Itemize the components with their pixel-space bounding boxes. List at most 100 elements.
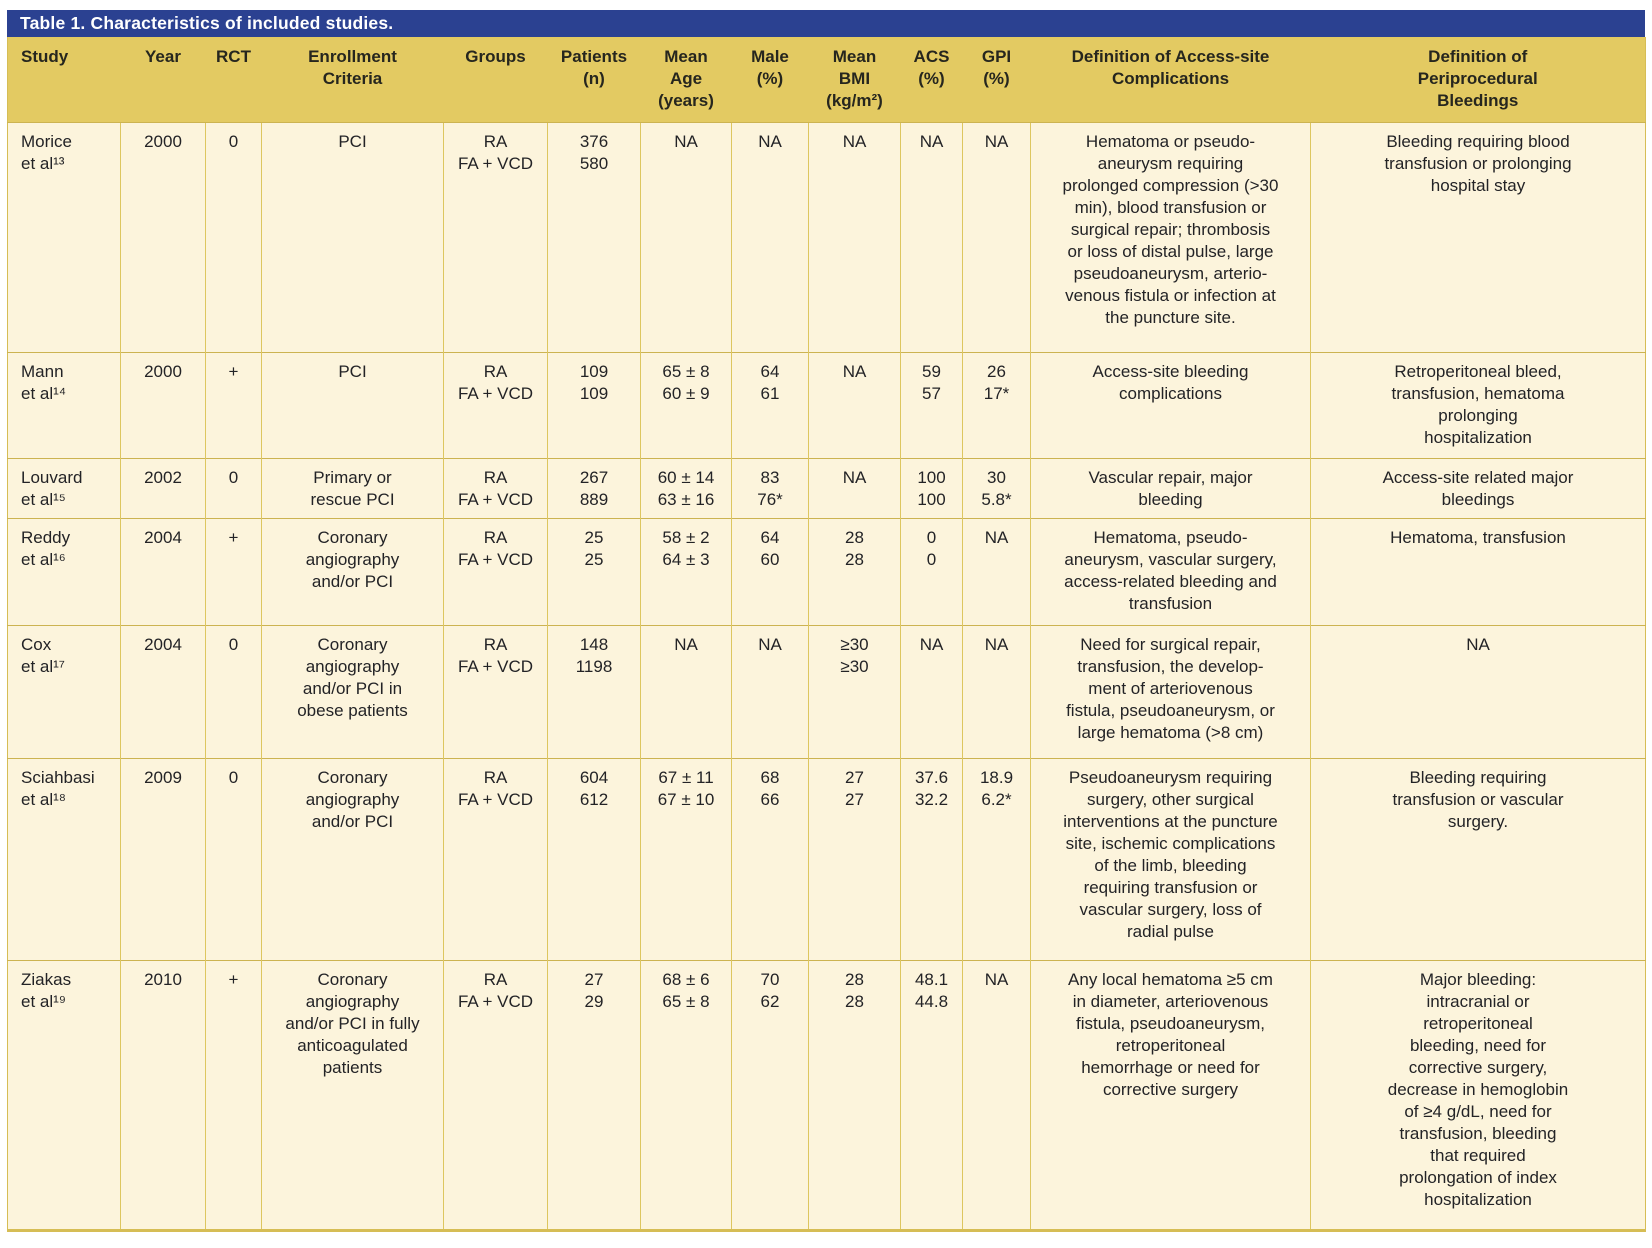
cell-gpi: 30 5.8* [962,457,1031,518]
cell-def_access: Need for surgical repair, transfusion, t… [1030,624,1311,758]
cell-groups: RA FA + VCD [443,624,548,758]
cell-acs: NA [900,624,963,758]
cell-enrollment: PCI [261,351,444,458]
cell-groups: RA FA + VCD [443,457,548,518]
cell-rct: + [205,517,262,625]
cell-mean_bmi: 27 27 [808,757,901,960]
cell-enrollment: Coronary angiography and/or PCI [261,757,444,960]
cell-groups: RA FA + VCD [443,121,548,352]
cell-acs: 37.6 32.2 [900,757,963,960]
cell-def_bleed: Major bleeding: intracranial or retroper… [1310,959,1646,1230]
column-header-male: Male (%) [731,37,809,122]
cell-def_access: Hematoma, pseudo- aneurysm, vascular sur… [1030,517,1311,625]
cell-gpi: NA [962,121,1031,352]
cell-year: 2009 [120,757,206,960]
cell-enrollment: Coronary angiography and/or PCI in obese… [261,624,444,758]
cell-male: 64 60 [731,517,809,625]
cell-acs: NA [900,121,963,352]
column-header-enrollment: Enrollment Criteria [261,37,444,122]
cell-year: 2004 [120,624,206,758]
table-row: Ziakas et al¹⁹ 2010 + Coronary angiography … [7,959,1646,1230]
table-row: Cox et al¹⁷ 2004 0 Coronary angiography and… [7,624,1646,758]
table-row: Mann et al¹⁴ 2000 + PCI RA FA + VCD 109 109 65… [7,351,1646,458]
cell-study: Louvard et al¹⁵ [7,457,121,518]
cell-gpi: NA [962,959,1031,1230]
cell-enrollment: Coronary angiography and/or PCI in fully… [261,959,444,1230]
cell-def_bleed: Hematoma, transfusion [1310,517,1646,625]
cell-mean_age: NA [640,121,732,352]
cell-def_access: Vascular repair, major bleeding [1030,457,1311,518]
cell-mean_age: 65 ± 8 60 ± 9 [640,351,732,458]
cell-rct: 0 [205,624,262,758]
cell-acs: 0 0 [900,517,963,625]
cell-enrollment: Primary or rescue PCI [261,457,444,518]
column-header-mean_age: Mean Age (years) [640,37,732,122]
studies-table: Study Year RCT Enrollment Criteria Groups Pat… [7,37,1646,1232]
cell-patients: 25 25 [547,517,641,625]
cell-patients: 27 29 [547,959,641,1230]
cell-groups: RA FA + VCD [443,959,548,1230]
cell-rct: 0 [205,121,262,352]
column-header-rct: RCT [205,37,262,122]
cell-study: Ziakas et al¹⁹ [7,959,121,1230]
cell-study: Sciahbasi et al¹⁸ [7,757,121,960]
cell-rct: + [205,351,262,458]
cell-patients: 148 1198 [547,624,641,758]
cell-mean_bmi: ≥30 ≥30 [808,624,901,758]
cell-year: 2000 [120,121,206,352]
table-row: Morice et al¹³ 2000 0 PCI RA FA + VCD 376 580… [7,121,1646,352]
cell-mean_bmi: NA [808,351,901,458]
cell-mean_bmi: 28 28 [808,517,901,625]
cell-def_bleed: Access-site related major bleedings [1310,457,1646,518]
cell-enrollment: PCI [261,121,444,352]
cell-def_access: Pseudoaneurysm requiring surgery, other … [1030,757,1311,960]
table-title: Table 1. Characteristics of included stu… [7,10,1645,37]
cell-mean_age: 58 ± 2 64 ± 3 [640,517,732,625]
cell-study: Cox et al¹⁷ [7,624,121,758]
cell-mean_bmi: NA [808,121,901,352]
cell-rct: 0 [205,457,262,518]
cell-year: 2004 [120,517,206,625]
cell-rct: + [205,959,262,1230]
cell-gpi: 18.9 6.2* [962,757,1031,960]
cell-mean_bmi: NA [808,457,901,518]
column-header-def_access: Definition of Access-site Complications [1030,37,1311,122]
cell-patients: 109 109 [547,351,641,458]
cell-study: Reddy et al¹⁶ [7,517,121,625]
cell-patients: 267 889 [547,457,641,518]
cell-male: 83 76* [731,457,809,518]
cell-gpi: NA [962,624,1031,758]
cell-mean_bmi: 28 28 [808,959,901,1230]
cell-male: 70 62 [731,959,809,1230]
table-row: Reddy et al¹⁶ 2004 + Coronary angiography a… [7,517,1646,625]
column-header-year: Year [120,37,206,122]
column-header-groups: Groups [443,37,548,122]
column-header-def_bleed: Definition of Periprocedural Bleedings [1310,37,1646,122]
cell-def_bleed: NA [1310,624,1646,758]
cell-def_bleed: Bleeding requiring blood transfusion or … [1310,121,1646,352]
cell-def_access: Access-site bleeding complications [1030,351,1311,458]
table-row: Louvard et al¹⁵ 2002 0 Primary or rescue PC… [7,457,1646,518]
cell-acs: 100 100 [900,457,963,518]
cell-gpi: 26 17* [962,351,1031,458]
table-row: Sciahbasi et al¹⁸ 2009 0 Coronary angiograp… [7,757,1646,960]
cell-male: NA [731,121,809,352]
cell-study: Mann et al¹⁴ [7,351,121,458]
cell-year: 2000 [120,351,206,458]
cell-def_bleed: Retroperitoneal bleed, transfusion, hema… [1310,351,1646,458]
column-header-acs: ACS (%) [900,37,963,122]
cell-def_bleed: Bleeding requiring transfusion or vascul… [1310,757,1646,960]
cell-groups: RA FA + VCD [443,517,548,625]
cell-def_access: Hematoma or pseudo- aneurysm requiring p… [1030,121,1311,352]
cell-def_access: Any local hematoma ≥5 cm in diameter, ar… [1030,959,1311,1230]
column-header-study: Study [7,37,121,122]
cell-acs: 59 57 [900,351,963,458]
cell-enrollment: Coronary angiography and/or PCI [261,517,444,625]
table-header: Study Year RCT Enrollment Criteria Groups Pat… [7,37,1646,122]
cell-year: 2002 [120,457,206,518]
cell-groups: RA FA + VCD [443,757,548,960]
table-body: Morice et al¹³ 2000 0 PCI RA FA + VCD 376 580… [7,121,1646,1230]
cell-year: 2010 [120,959,206,1230]
cell-male: 68 66 [731,757,809,960]
cell-patients: 376 580 [547,121,641,352]
